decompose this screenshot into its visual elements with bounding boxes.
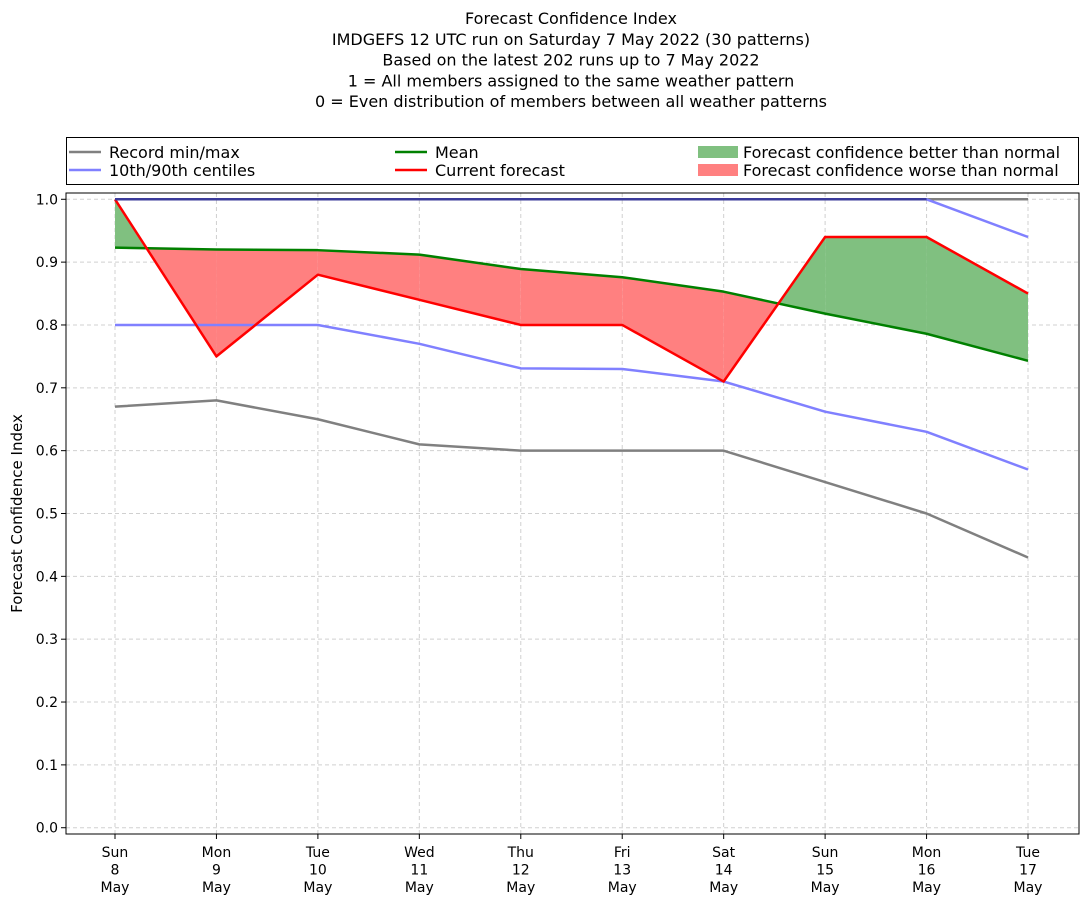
x-tick-label-6-2: May (709, 880, 738, 896)
x-tick-label-9-1: 17 (1019, 863, 1037, 879)
x-tick-label-3-1: 11 (410, 863, 428, 879)
fill-segment-6-a (723, 291, 779, 382)
x-tick-label-9-0: Tue (1015, 845, 1040, 861)
y-tick-label-7: 0.7 (36, 381, 58, 397)
series-line-p90 (115, 198, 1029, 239)
x-tick-label-8-0: Mon (912, 845, 942, 861)
series-line-record_min (114, 399, 1029, 559)
series-line-p10 (115, 323, 1029, 471)
y-tick-label-2: 0.2 (36, 695, 58, 711)
ticks: 0.00.10.20.30.40.50.60.70.80.91.0Sun8May… (36, 192, 1043, 896)
y-axis-label: Forecast Confidence Index (8, 414, 26, 613)
x-tick-label-8-2: May (912, 880, 941, 896)
x-tick-label-4-1: 12 (512, 863, 530, 879)
x-tick-label-6-1: 14 (715, 863, 733, 879)
x-tick-label-7-1: 15 (816, 863, 834, 879)
x-tick-label-2-2: May (303, 880, 332, 896)
x-tick-label-0-0: Sun (102, 845, 129, 861)
y-tick-label-1: 0.1 (36, 758, 58, 774)
confidence-fill (115, 199, 1028, 382)
y-tick-label-5: 0.5 (36, 507, 58, 523)
x-tick-label-5-0: Fri (614, 845, 631, 861)
legend-label-2: Forecast confidence better than normal (743, 143, 1060, 162)
legend-label-1: Mean (435, 143, 479, 162)
x-tick-label-9-2: May (1014, 880, 1043, 896)
x-tick-label-1-0: Mon (202, 845, 232, 861)
series-line-mean (114, 246, 1029, 362)
fill-segment-2 (317, 250, 420, 300)
fill-segment-4 (520, 269, 623, 325)
legend-label-0: Record min/max (109, 143, 240, 162)
x-tick-label-5-1: 13 (613, 863, 631, 879)
x-tick-label-3-0: Wed (404, 845, 435, 861)
chart-title: Forecast Confidence Index IMDGEFS 12 UTC … (315, 9, 827, 111)
x-tick-label-4-0: Thu (507, 845, 534, 861)
y-tick-label-4: 0.4 (36, 569, 58, 585)
legend-box (66, 137, 1079, 185)
y-tick-label-3: 0.3 (36, 632, 58, 648)
x-tick-label-0-2: May (101, 880, 130, 896)
y-tick-label-0: 0.0 (36, 821, 58, 837)
title-line-4: 0 = Even distribution of members between… (315, 92, 827, 111)
y-tick-label-9: 0.9 (36, 255, 58, 271)
series-lines (113, 198, 1029, 559)
x-tick-label-2-0: Tue (305, 845, 330, 861)
title-line-2: Based on the latest 202 runs up to 7 May… (382, 51, 759, 70)
x-tick-label-8-1: 16 (918, 863, 936, 879)
x-tick-label-6-0: Sat (712, 845, 735, 861)
title-line-0: Forecast Confidence Index (465, 9, 677, 28)
fill-segment-6-b (778, 236, 826, 314)
legend-label-5: Forecast confidence worse than normal (743, 161, 1059, 180)
x-tick-label-7-0: Sun (812, 845, 839, 861)
legend: Record min/max Mean Forecast confidence be… (66, 137, 1079, 185)
legend-label-3: 10th/90th centiles (109, 161, 255, 180)
title-line-3: 1 = All members assigned to the same wea… (348, 71, 795, 90)
legend-swatch-2 (698, 146, 738, 158)
fill-segment-5 (622, 277, 724, 382)
x-tick-label-2-1: 10 (309, 863, 327, 879)
x-tick-label-1-2: May (202, 880, 231, 896)
x-tick-label-5-2: May (608, 880, 637, 896)
x-tick-label-0-1: 8 (111, 863, 120, 879)
legend-swatch-5 (698, 164, 738, 176)
series-line-current (113, 198, 1029, 383)
x-tick-label-1-1: 9 (212, 863, 221, 879)
fill-segment-3 (419, 254, 521, 325)
legend-label-4: Current forecast (435, 161, 565, 180)
x-tick-label-3-2: May (405, 880, 434, 896)
x-tick-label-4-2: May (506, 880, 535, 896)
title-line-1: IMDGEFS 12 UTC run on Saturday 7 May 202… (332, 30, 810, 49)
y-tick-label-8: 0.8 (36, 318, 58, 334)
y-tick-label-6: 0.6 (36, 444, 58, 460)
fill-segment-8 (926, 236, 1028, 361)
y-tick-label-10: 1.0 (36, 192, 58, 208)
fill-segment-7 (825, 236, 927, 334)
fill-segment-1 (216, 249, 318, 357)
x-tick-label-7-2: May (811, 880, 840, 896)
